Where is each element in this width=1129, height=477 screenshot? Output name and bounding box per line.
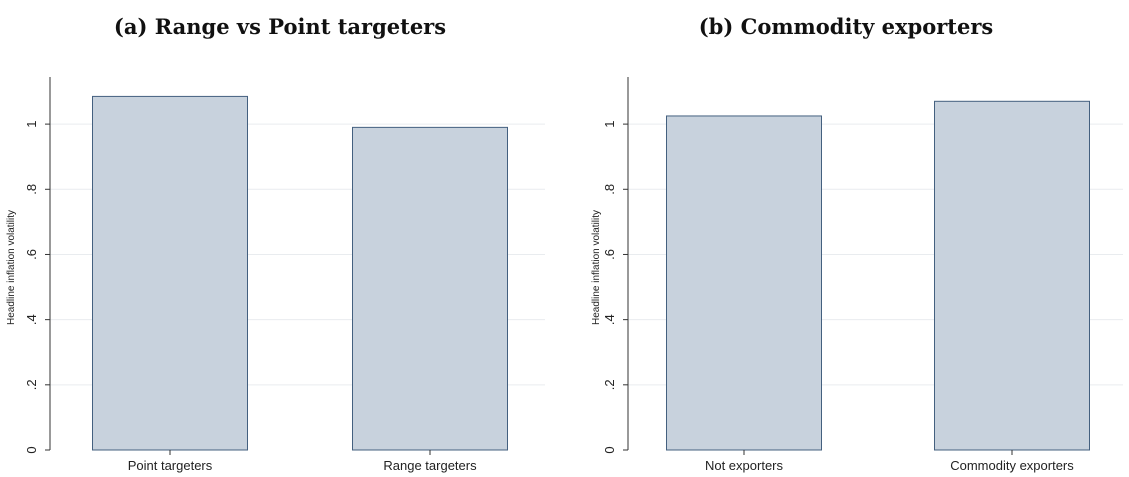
chart-panel-b: (b) Commodity exporters 0 .2 .4 .6 .8 1 Headli… [563, 0, 1129, 477]
y-tick-label: 0 [602, 446, 617, 453]
y-tick-label: .8 [602, 184, 617, 195]
y-axis-title: Headline inflation volatility [591, 210, 602, 325]
y-tick-label: .2 [24, 379, 39, 390]
y-tick-label: 1 [602, 120, 617, 127]
x-category-label: Point targeters [128, 458, 213, 473]
panel-b-title: (b) Commodity exporters [698, 14, 994, 39]
bar-chart-b: 0 .2 .4 .6 .8 1 Headline inflation volatility N… [591, 77, 1123, 473]
bar [352, 126, 508, 451]
bar [666, 115, 822, 451]
x-category-label: Range targeters [383, 458, 477, 473]
y-tick-label: .4 [24, 314, 39, 325]
y-tick-label: .6 [602, 249, 617, 260]
bar [92, 95, 248, 451]
y-tick-label: 1 [24, 120, 39, 127]
y-tick-label: .2 [602, 379, 617, 390]
y-tick-label: .8 [24, 184, 39, 195]
y-axis-title: Headline inflation volatility [6, 210, 17, 325]
y-tick-label: .6 [24, 249, 39, 260]
y-tick-label: .4 [602, 314, 617, 325]
x-category-label: Not exporters [705, 458, 784, 473]
x-category-label: Commodity exporters [950, 458, 1074, 473]
y-tick-label: 0 [24, 446, 39, 453]
bar-chart-a: 0 .2 .4 .6 .8 1 Headline inflation volatility P… [6, 77, 545, 473]
panel-a-title: (a) Range vs Point targeters [113, 14, 447, 39]
bar [934, 100, 1090, 451]
chart-panel-a: (a) Range vs Point targeters 0 .2 .4 .6 .8 1 H… [0, 0, 560, 477]
